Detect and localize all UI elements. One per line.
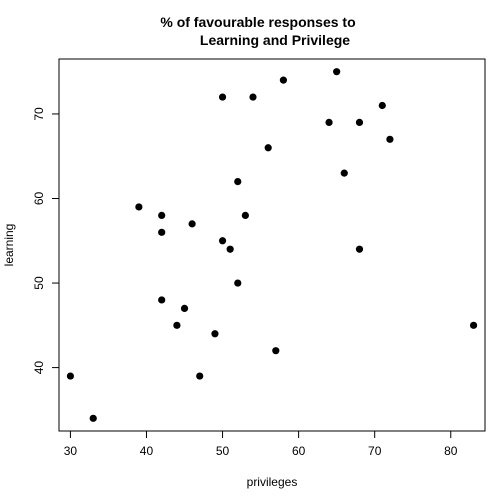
plot-frame [58, 58, 486, 432]
data-point [158, 228, 166, 236]
y-tick-label: 50 [32, 276, 46, 290]
chart-title-line1: % of favourable responses to [160, 14, 355, 30]
data-point [333, 68, 341, 76]
y-tick-label: 40 [32, 361, 46, 375]
data-point [241, 211, 249, 220]
data-point [272, 347, 280, 355]
data-point [211, 330, 219, 338]
data-point [218, 237, 227, 245]
x-axis: 30 40 50 60 70 80 [64, 430, 458, 458]
x-tick-label: 60 [292, 444, 306, 458]
data-point [180, 304, 189, 313]
data-point [188, 220, 196, 228]
data-point [66, 372, 75, 380]
data-point [355, 245, 364, 253]
x-tick-label: 80 [444, 444, 458, 458]
data-point [249, 93, 257, 101]
data-point [325, 118, 333, 127]
x-tick-label: 40 [140, 444, 154, 458]
data-point [279, 76, 288, 84]
data-point [226, 245, 234, 253]
y-axis-label: learning [2, 224, 16, 267]
data-point [135, 203, 143, 211]
chart-title-line2: Learning and Privilege [200, 32, 350, 48]
data-point [355, 118, 364, 127]
x-axis-label: privileges [247, 475, 298, 489]
data-points [66, 68, 478, 422]
data-point [234, 177, 242, 186]
y-tick-label: 70 [32, 107, 46, 121]
data-point [89, 414, 97, 422]
data-point [218, 93, 227, 101]
data-point [158, 296, 166, 304]
data-point [196, 372, 204, 380]
x-tick-label: 70 [368, 444, 382, 458]
x-tick-label: 30 [64, 444, 78, 458]
y-axis: 40 50 60 70 [32, 107, 60, 375]
data-point [378, 101, 386, 110]
data-point [234, 279, 242, 287]
data-point [173, 321, 181, 329]
data-point [158, 211, 166, 220]
x-tick-label: 50 [216, 444, 230, 458]
y-tick-label: 60 [32, 192, 46, 206]
data-point [264, 144, 272, 152]
data-point [386, 135, 394, 143]
data-point [469, 321, 478, 329]
data-point [340, 169, 348, 177]
